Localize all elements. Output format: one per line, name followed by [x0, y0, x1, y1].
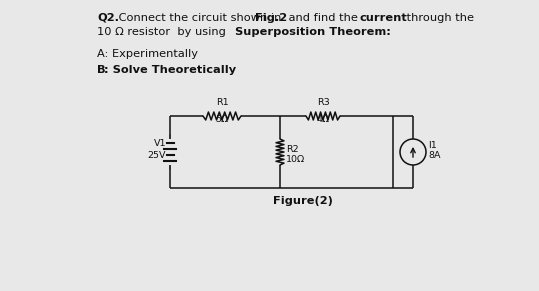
- Text: 10 Ω resistor  by using: 10 Ω resistor by using: [97, 27, 230, 37]
- Text: Q2.: Q2.: [97, 13, 119, 23]
- Text: Superposition Theorem:: Superposition Theorem:: [235, 27, 391, 37]
- Text: and find the: and find the: [285, 13, 362, 23]
- Text: R2: R2: [286, 145, 299, 153]
- Text: Fig.2: Fig.2: [255, 13, 287, 23]
- Text: current: current: [359, 13, 407, 23]
- Text: : Solve Theoretically: : Solve Theoretically: [104, 65, 236, 75]
- Text: 4Ω: 4Ω: [316, 115, 330, 124]
- Text: R3: R3: [316, 98, 329, 107]
- Text: B: B: [97, 65, 106, 75]
- Text: V1: V1: [154, 139, 166, 148]
- Text: R1: R1: [216, 98, 229, 107]
- Text: 25V: 25V: [148, 152, 166, 161]
- Text: I1: I1: [428, 141, 437, 150]
- Text: 10Ω: 10Ω: [286, 155, 305, 164]
- Text: through the: through the: [403, 13, 474, 23]
- Text: Figure(2): Figure(2): [273, 196, 333, 206]
- Text: A: Experimentally: A: Experimentally: [97, 49, 198, 59]
- Text: 8A: 8A: [428, 152, 440, 161]
- Text: 5Ω: 5Ω: [216, 115, 229, 124]
- Text: Connect the circuit shown in: Connect the circuit shown in: [115, 13, 288, 23]
